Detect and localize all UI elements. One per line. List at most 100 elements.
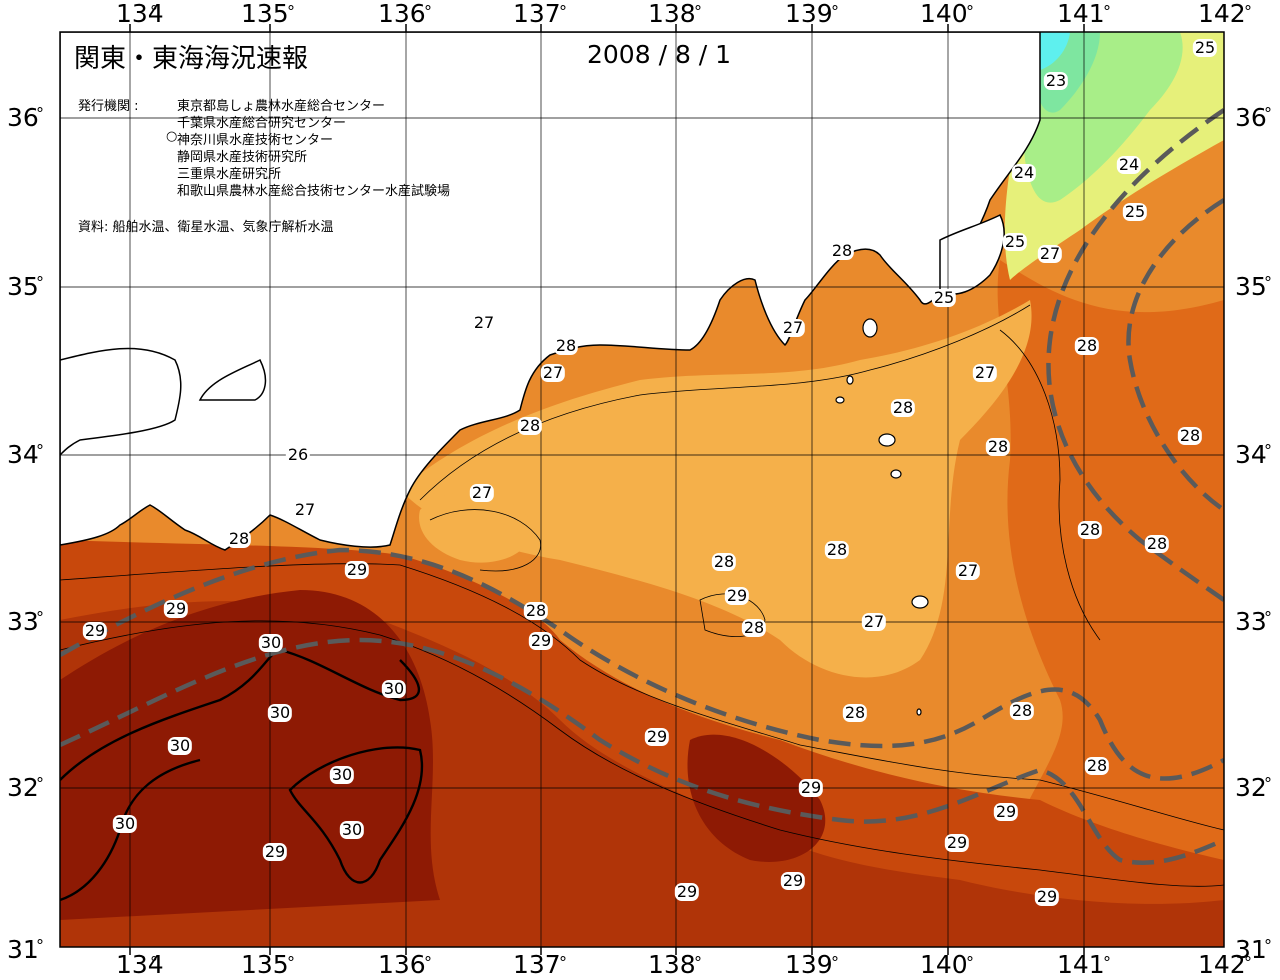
contour-label: 27 [292, 500, 318, 519]
lat-label-right-31: 31 [1235, 935, 1267, 964]
lat-label-right-33: 33 [1235, 607, 1267, 636]
contour-label: 29 [944, 833, 970, 852]
contour-label: 28 [1177, 426, 1203, 445]
contour-label: 28 [890, 398, 916, 417]
contour-label: 28 [553, 336, 579, 355]
degree-mark: ° [1264, 441, 1272, 460]
lon-label-top-137: 137 [513, 0, 561, 28]
lon-label-bottom-134: 134 [116, 950, 164, 979]
contour-label: 30 [258, 633, 284, 652]
contour-label: 29 [798, 778, 824, 797]
contour-label: 28 [842, 703, 868, 722]
ocean-30-patch [687, 734, 826, 862]
map-title: 関東・東海海況速報 [74, 44, 309, 74]
contour-label: 28 [824, 540, 850, 559]
kuroshio-current-lines [60, 108, 1224, 865]
ocean-cold-core [1034, 32, 1070, 70]
issuer-org-6: 和歌山県農林水産総合技術センター水産試験場 [177, 184, 451, 199]
data-source: 資料: 船舶水温、衛星水温、気象庁解析水温 [78, 220, 334, 235]
degree-mark: ° [559, 2, 567, 21]
land [60, 32, 1041, 551]
degree-mark: ° [36, 936, 44, 955]
lat-label-left-34: 34 [7, 440, 39, 469]
issuer-org-5: 三重県水産研究所 [177, 167, 282, 182]
degree-mark: ° [36, 441, 44, 460]
degree-mark: ° [966, 2, 974, 21]
degree-mark: ° [424, 953, 432, 972]
contour-label: 29 [163, 599, 189, 618]
contour-label: 24 [1116, 155, 1142, 174]
contour-label: 30 [167, 736, 193, 755]
lon-label-bottom-139: 139 [785, 950, 833, 979]
contour-label: 28 [1009, 701, 1035, 720]
contour-label: 28 [1144, 534, 1170, 553]
degree-mark: ° [559, 953, 567, 972]
lon-label-bottom-136: 136 [378, 950, 426, 979]
contour-label: 28 [711, 552, 737, 571]
contour-label: 29 [993, 802, 1019, 821]
contour-label: 26 [285, 445, 311, 464]
lon-label-bottom-137: 137 [513, 950, 561, 979]
degree-mark: ° [966, 953, 974, 972]
contour-label: 28 [829, 241, 855, 260]
degree-mark: ° [150, 2, 158, 21]
contour-label: 28 [226, 529, 252, 548]
contour-label: 29 [344, 560, 370, 579]
degree-mark: ° [1103, 953, 1111, 972]
lat-label-left-32: 32 [7, 773, 39, 802]
contour-label: 30 [267, 703, 293, 722]
lat-label-left-33: 33 [7, 607, 39, 636]
contour-label: 30 [339, 820, 365, 839]
contour-label: 29 [82, 621, 108, 640]
degree-mark: ° [36, 273, 44, 292]
contour-label: 28 [517, 416, 543, 435]
issuer-org-2: 千葉県水産総合研究センター [177, 116, 347, 131]
degree-mark: ° [831, 2, 839, 21]
boso-coast [939, 213, 1005, 295]
map-date: 2008 / 8 / 1 [587, 40, 732, 69]
degree-mark: ° [36, 774, 44, 793]
ocean-27-patch-west [419, 491, 532, 563]
islands [835, 318, 929, 716]
contour-label: 28 [985, 437, 1011, 456]
degree-mark: ° [36, 104, 44, 123]
lon-label-top-136: 136 [378, 0, 426, 28]
degree-mark: ° [1264, 273, 1272, 292]
contour-label: 25 [931, 288, 957, 307]
lat-label-right-35: 35 [1235, 272, 1267, 301]
lon-label-top-141: 141 [1057, 0, 1105, 28]
degree-mark: ° [694, 953, 702, 972]
contour-label: 29 [262, 842, 288, 861]
lon-label-bottom-140: 140 [920, 950, 968, 979]
degree-mark: ° [1264, 608, 1272, 627]
contour-label: 27 [469, 483, 495, 502]
contour-label: 27 [972, 363, 998, 382]
degree-mark: ° [36, 608, 44, 627]
contour-label: 30 [112, 814, 138, 833]
issuer-org-4: 静岡県水産技術研究所 [177, 150, 308, 165]
issuer-org-3: 神奈川県水産技術センター [177, 133, 334, 148]
lon-label-top-139: 139 [785, 0, 833, 28]
lon-label-top-140: 140 [920, 0, 968, 28]
contour-label: 27 [1037, 244, 1063, 263]
contour-label: 28 [1074, 336, 1100, 355]
lon-label-bottom-138: 138 [648, 950, 696, 979]
lon-label-bottom-135: 135 [241, 950, 289, 979]
contour-label: 30 [381, 679, 407, 698]
contour-label: 29 [1034, 887, 1060, 906]
contour-label: 27 [471, 313, 497, 332]
contour-label: 29 [724, 586, 750, 605]
degree-mark: ° [694, 2, 702, 21]
contour-label: 29 [674, 882, 700, 901]
lon-label-top-138: 138 [648, 0, 696, 28]
contour-label: 30 [329, 765, 355, 784]
lat-label-right-32: 32 [1235, 773, 1267, 802]
degree-mark: ° [287, 953, 295, 972]
degree-mark: ° [287, 2, 295, 21]
contour-label: 28 [1077, 520, 1103, 539]
degree-mark: ° [1264, 936, 1272, 955]
contour-label: 29 [780, 871, 806, 890]
tick-marks [129, 24, 1085, 955]
contour-label: 23 [1043, 71, 1069, 90]
